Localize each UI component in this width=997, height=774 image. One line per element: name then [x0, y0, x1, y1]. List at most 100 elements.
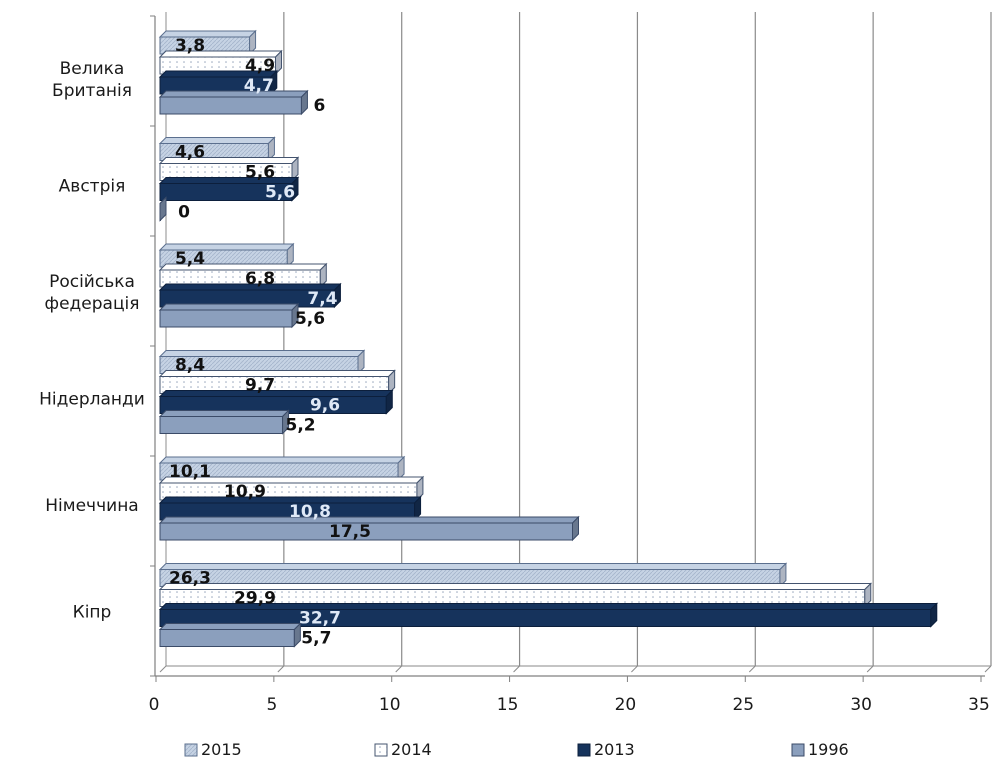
bar-side-face: [333, 282, 341, 309]
data-label: 4,7: [244, 76, 274, 96]
legend-swatch: [791, 743, 805, 757]
bar-1996: [158, 515, 580, 542]
bars: [158, 29, 938, 648]
data-label: 29,9: [234, 589, 276, 609]
bar-side-face: [572, 515, 579, 542]
x-tick-label: 20: [615, 695, 637, 715]
category-label: Нідерланди: [39, 390, 145, 410]
bar-1996: [158, 409, 290, 435]
bar-top-face: [158, 410, 290, 417]
bar-2013: [158, 389, 394, 415]
legend: 2015 2014 2013 1996: [184, 740, 849, 759]
bar-2015: [158, 455, 406, 482]
gridline-floor: [513, 665, 520, 673]
x-tick-label: 10: [379, 695, 401, 715]
data-label: 5,6: [295, 309, 325, 329]
bar-side-face: [291, 302, 299, 329]
data-label: 5,6: [265, 183, 295, 203]
data-label: 0: [178, 203, 190, 223]
data-labels: 3,84,94,764,65,65,605,46,87,45,68,49,79,…: [169, 36, 371, 649]
bar-front-face: [159, 96, 302, 115]
bar-side-face: [291, 176, 299, 202]
x-tick-label: 35: [968, 695, 990, 715]
data-label: 10,8: [289, 502, 331, 522]
legend-label: 2013: [594, 740, 635, 759]
x-tick-label: 0: [149, 695, 160, 715]
bar-top-face: [158, 563, 788, 570]
bar-side-face: [779, 562, 787, 588]
category-label: Австрія: [59, 177, 126, 197]
bar-front-face: [159, 416, 284, 434]
legend-swatch: [184, 743, 198, 757]
data-label: 17,5: [329, 522, 371, 542]
bar-top-face: [158, 603, 938, 610]
bar-2015: [158, 562, 788, 588]
data-label: 9,6: [310, 396, 340, 416]
data-label: 7,4: [307, 289, 337, 309]
category-label: Велика Британія: [52, 59, 132, 101]
category-label: Німеччина: [45, 496, 138, 516]
grid-lines: [159, 12, 992, 673]
bar-2013: [158, 495, 422, 522]
data-label: 5,4: [175, 249, 205, 269]
legend-item-2013: 2013: [577, 740, 635, 759]
bar-2015: [158, 29, 257, 56]
bar-side-face: [275, 49, 282, 76]
bar-2015: [158, 136, 276, 162]
bar-side-face: [300, 89, 308, 116]
data-label: 5,6: [245, 163, 275, 183]
bar-side-face: [319, 262, 327, 289]
bar-side-face: [267, 136, 275, 162]
bar-side-face: [414, 495, 422, 522]
data-label: 6,8: [245, 269, 275, 289]
data-label: 4,9: [245, 56, 275, 76]
bar-side-face: [282, 409, 290, 435]
category-label: Кіпр: [73, 603, 112, 623]
bar-top-face: [158, 303, 300, 311]
data-label: 4,6: [175, 143, 205, 163]
bar-side-face: [388, 369, 396, 395]
data-label: 6: [314, 96, 326, 116]
bar-2014: [158, 369, 396, 395]
data-label: 8,4: [175, 356, 205, 376]
gridline-floor: [866, 665, 874, 673]
data-label: 5,2: [286, 416, 316, 436]
bar-2014: [158, 262, 328, 289]
bar-side-face: [249, 29, 257, 56]
bar-side-face: [159, 196, 167, 222]
bar-1996: [158, 302, 300, 329]
bar-side-face: [864, 582, 872, 608]
bar-2014: [158, 156, 300, 182]
axes: 0 5 10 15 20 25 30 35 Велика Британія Австрія Росій…: [39, 15, 990, 715]
category-label: Російська федерація: [45, 272, 140, 314]
bar-side-face: [385, 389, 393, 415]
bar-side-face: [416, 475, 424, 502]
gridline-floor: [277, 665, 285, 673]
x-tick-label: 30: [850, 695, 872, 715]
bar-1996: [158, 89, 309, 116]
data-label: 3,8: [175, 36, 205, 56]
bar-2013: [158, 176, 300, 202]
data-label: 32,7: [299, 609, 341, 629]
bar-side-face: [397, 455, 405, 482]
bar-top-face: [158, 90, 309, 98]
bar-side-face: [291, 156, 299, 182]
bar-2014: [158, 582, 872, 608]
gridline-floor: [395, 665, 403, 673]
bar-top-face: [158, 390, 394, 397]
bar-1996: [158, 622, 302, 648]
data-label: 26,3: [169, 569, 211, 589]
bar-1996: [159, 196, 167, 222]
data-label: 10,9: [224, 482, 266, 502]
legend-item-2015: 2015: [184, 740, 242, 759]
legend-label: 2014: [391, 740, 432, 759]
bar-2015: [158, 242, 295, 269]
x-tick-label: 25: [732, 695, 754, 715]
x-tick-label: 5: [266, 695, 277, 715]
bar-2013: [158, 282, 342, 309]
data-label: 5,7: [301, 629, 331, 649]
legend-item-1996: 1996: [791, 740, 849, 759]
legend-swatch: [374, 743, 388, 757]
bar-top-face: [158, 623, 302, 630]
